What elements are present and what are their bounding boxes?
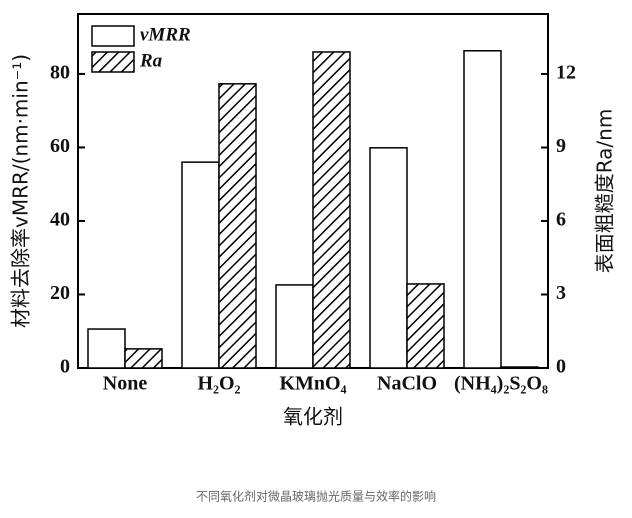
bar bbox=[218, 83, 257, 369]
bar bbox=[500, 366, 539, 369]
y2-tick-label: 0 bbox=[556, 356, 566, 378]
bar bbox=[275, 284, 314, 369]
y-axis-label: 材料去除率vMRR/(nm·min⁻¹) bbox=[9, 54, 33, 328]
x-tick-label: None bbox=[103, 373, 148, 395]
bar bbox=[87, 328, 126, 369]
bar bbox=[369, 147, 408, 369]
legend-label: vMRR bbox=[140, 24, 191, 45]
y2-tick-label: 9 bbox=[556, 135, 566, 157]
x-tick-label: H₂O₂ bbox=[197, 373, 240, 395]
x-tick-label: NaClO bbox=[377, 373, 437, 395]
bar bbox=[124, 348, 163, 369]
y-tick-label: 20 bbox=[50, 282, 70, 304]
caption: 不同氧化剂对微晶玻璃抛光质量与效率的影响 bbox=[196, 489, 436, 504]
y2-tick-label: 3 bbox=[556, 282, 566, 304]
legend-label: Ra bbox=[139, 50, 163, 71]
bar bbox=[312, 51, 351, 369]
bar bbox=[181, 161, 220, 369]
x-tick-label: (NH₄)₂S₂O₈ bbox=[454, 373, 548, 395]
x-axis-label: 氧化剂 bbox=[283, 405, 343, 429]
y2-tick-label: 6 bbox=[556, 209, 566, 231]
y-tick-label: 0 bbox=[60, 356, 70, 378]
y2-axis-label: 表面粗糙度Ra/nm bbox=[593, 109, 617, 274]
bar bbox=[463, 50, 502, 369]
y-tick-label: 80 bbox=[50, 62, 70, 84]
y2-tick-label: 12 bbox=[556, 62, 576, 84]
y-tick-label: 60 bbox=[50, 135, 70, 157]
x-tick-label: KMnO₄ bbox=[279, 373, 346, 395]
y-tick-label: 40 bbox=[50, 209, 70, 231]
legend-swatch bbox=[91, 25, 135, 47]
legend-swatch bbox=[91, 51, 135, 73]
bar bbox=[406, 283, 445, 369]
